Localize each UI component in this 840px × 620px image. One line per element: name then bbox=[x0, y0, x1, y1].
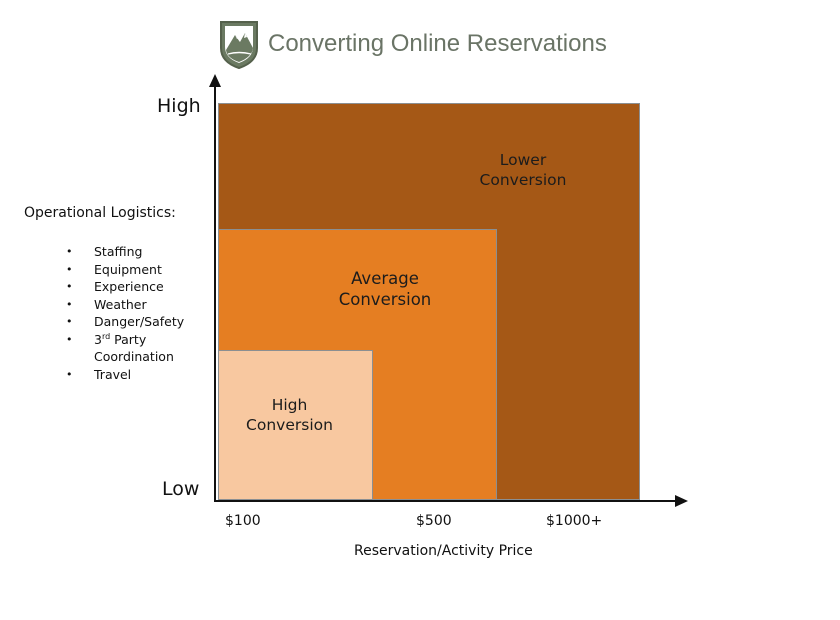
third-party-superscript: rd bbox=[101, 331, 111, 341]
list-item: Equipment bbox=[62, 261, 222, 279]
y-axis-low-label: Low bbox=[162, 478, 200, 500]
x-tick-100: $100 bbox=[225, 513, 261, 529]
lower-conversion-label: Lower Conversion bbox=[468, 150, 578, 190]
list-item-continuation: Coordination bbox=[94, 349, 174, 364]
lower-conversion-line1: Lower bbox=[499, 151, 547, 169]
page-title: Converting Online Reservations bbox=[268, 30, 607, 57]
list-item: Staffing bbox=[62, 243, 222, 261]
x-axis-arrow-icon bbox=[675, 495, 688, 507]
x-tick-1000-plus: $1000+ bbox=[546, 513, 603, 529]
list-item-third-party: 3rd Party bbox=[62, 331, 222, 349]
operational-logistics-list: Staffing Equipment Experience Weather Da… bbox=[62, 243, 222, 383]
list-item: Experience bbox=[62, 278, 222, 296]
operational-logistics-title: Operational Logistics: bbox=[24, 205, 176, 221]
x-axis-title: Reservation/Activity Price bbox=[354, 543, 533, 559]
mountain-shield-logo-icon bbox=[220, 21, 258, 70]
average-conversion-line2: Conversion bbox=[338, 290, 432, 310]
average-conversion-label: Average Conversion bbox=[325, 268, 445, 311]
high-conversion-zone bbox=[218, 350, 373, 500]
y-axis-arrow-icon bbox=[209, 74, 221, 87]
average-conversion-line1: Average bbox=[351, 269, 419, 288]
lower-conversion-line2: Conversion bbox=[479, 171, 567, 190]
third-party-line1: Party bbox=[110, 331, 147, 347]
third-party-prefix: 3 bbox=[94, 331, 102, 347]
list-item: Danger/Safety bbox=[62, 313, 222, 331]
high-conversion-line1: High bbox=[271, 396, 308, 414]
y-axis-high-label: High bbox=[157, 95, 201, 117]
high-conversion-label: High Conversion bbox=[232, 395, 347, 435]
x-tick-500: $500 bbox=[416, 513, 452, 529]
high-conversion-line2: Conversion bbox=[246, 416, 333, 435]
list-item: Weather bbox=[62, 296, 222, 314]
list-item: Travel bbox=[62, 366, 222, 384]
